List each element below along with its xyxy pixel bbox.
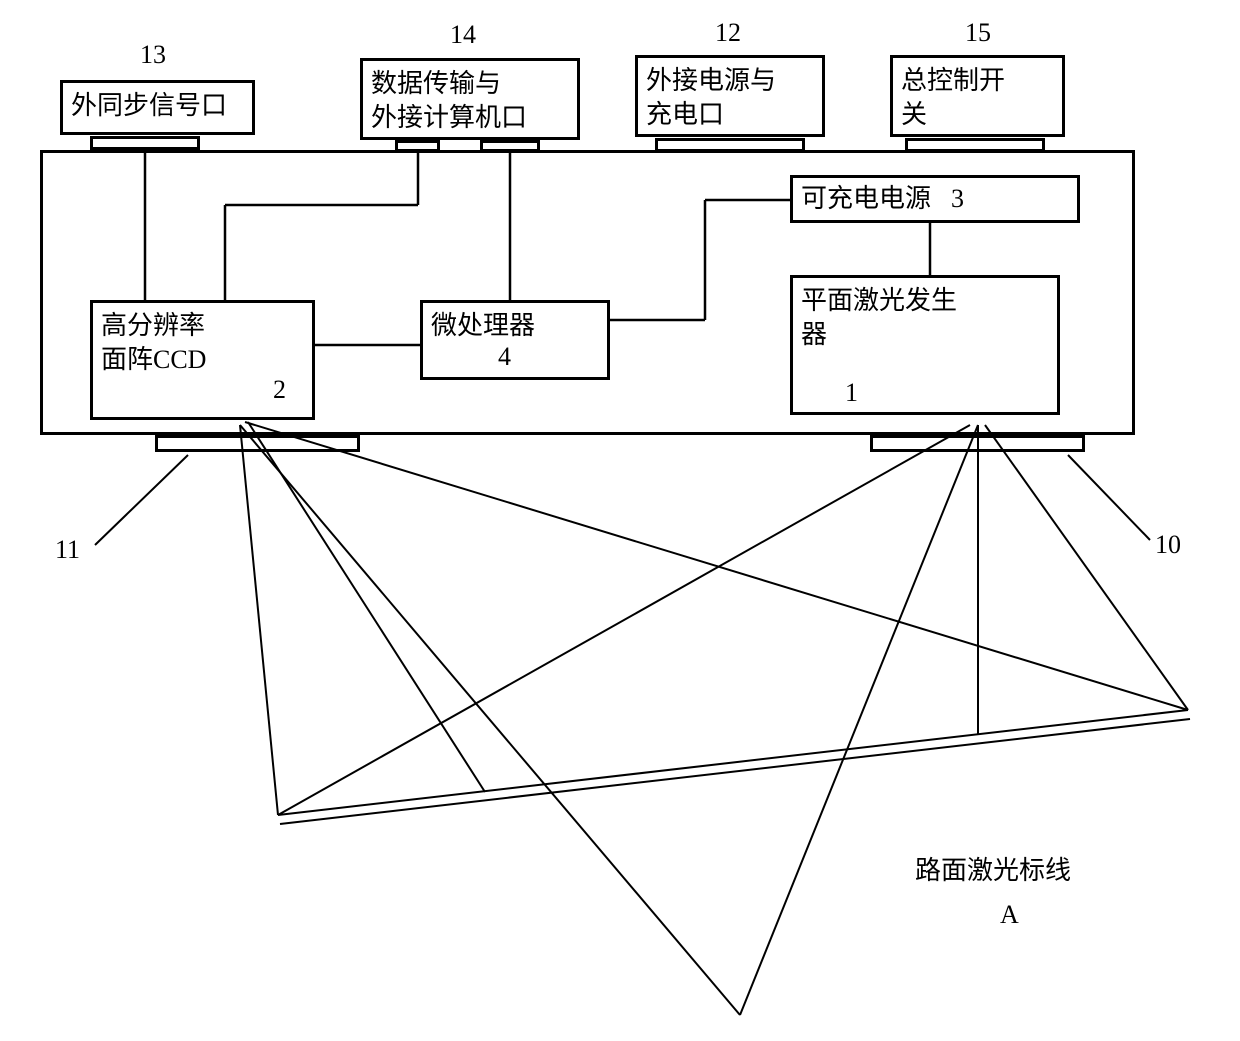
slot-right [870,435,1085,452]
feet-14b [480,140,540,152]
mcu-box: 微处理器 [420,300,610,380]
feet-13 [90,136,200,150]
port-15-box: 总控制开 关 [890,55,1065,137]
port-13-box: 外同步信号口 [60,80,255,135]
port-12-label: 外接电源与 充电口 [646,64,776,132]
ccd-beam-inner [248,422,485,792]
leader-10 [1068,455,1150,540]
leader-11 [95,455,188,545]
ground-label-text: 路面激光标线 [915,850,1071,887]
laser-box: 平面激光发生 器 [790,275,1060,415]
num-14: 14 [450,20,476,50]
laser-beam-left [278,425,970,815]
laser-beam-bottom [740,425,978,1015]
feet-14a [395,140,440,152]
mcu-num: 4 [498,342,511,372]
ccd-num: 2 [273,375,286,405]
num-11: 11 [55,535,80,565]
laser-beam-right [985,425,1188,710]
port-15-label: 总控制开 关 [901,64,1005,132]
battery-box: 可充电电源 3 [790,175,1080,223]
battery-num: 3 [951,184,964,214]
ccd-beam-bottom [240,425,740,1015]
port-13-label: 外同步信号口 [71,89,227,123]
num-12: 12 [715,18,741,48]
feet-12 [655,138,805,152]
num-15: 15 [965,18,991,48]
ground-line-b [280,719,1190,824]
laser-label: 平面激光发生 器 [801,284,957,352]
num-13: 13 [140,40,166,70]
ccd-beam-left [240,425,278,815]
feet-15 [905,138,1045,152]
ccd-beam-right [245,422,1188,710]
num-10: 10 [1155,530,1181,560]
ground-label-A: A [1000,900,1019,930]
port-14-box: 数据传输与 外接计算机口 [360,58,580,140]
slot-left [155,435,360,452]
port-12-box: 外接电源与 充电口 [635,55,825,137]
laser-num: 1 [845,378,858,408]
mcu-label: 微处理器 [431,309,535,343]
battery-label: 可充电电源 [801,182,931,216]
port-14-label: 数据传输与 外接计算机口 [371,67,527,135]
ground-line-a [278,710,1188,815]
ccd-label: 高分辨率 面阵CCD [101,309,206,377]
